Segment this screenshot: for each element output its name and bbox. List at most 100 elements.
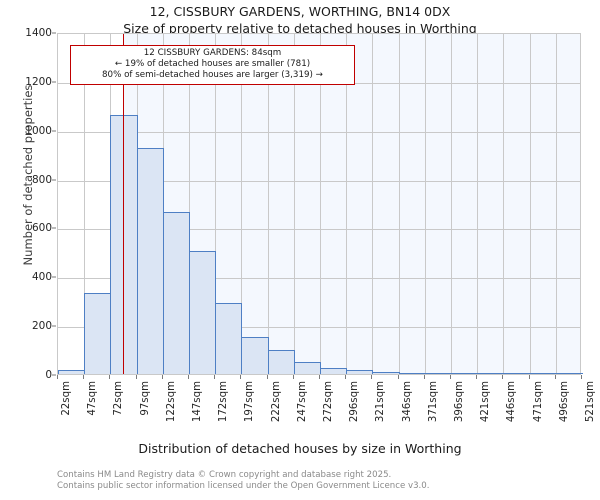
x-axis-tick-label: 371sqm [427,381,439,423]
x-axis-tick-mark [135,375,137,379]
y-axis-tick-label: 800 [31,173,52,186]
gridline-vertical [320,34,321,374]
x-axis-tick-label: 22sqm [61,381,72,416]
histogram-bar [267,349,295,374]
y-axis-tick-label: 0 [45,369,52,381]
y-axis-tick-mark [52,179,56,181]
attribution-footer: Contains HM Land Registry data © Crown c… [57,470,597,491]
annotation-line-2: ← 19% of detached houses are smaller (78… [114,59,311,69]
x-axis-tick-label: 296sqm [349,381,361,423]
x-axis-tick-mark [319,375,320,379]
x-axis-tick-mark [502,375,504,379]
gridline-vertical [215,34,216,374]
x-axis-tick-mark [397,375,399,379]
x-axis-tick-mark [161,375,163,379]
x-axis-tick-label: 496sqm [558,381,570,423]
x-axis-title: Distribution of detached houses by size … [138,441,462,456]
gridline-horizontal [58,327,580,329]
x-axis-tick-label: 122sqm [165,381,177,423]
property-marker-line [122,34,125,374]
gridline-horizontal [58,278,580,280]
y-axis-tick-label: 600 [31,222,52,235]
x-axis-tick-mark [266,375,268,379]
y-axis-tick-mark [52,325,56,327]
histogram-bar [451,373,479,374]
y-axis-tick-mark [52,130,56,132]
gridline-vertical [294,34,295,374]
x-axis-tick-label: 147sqm [192,381,203,423]
x-axis-tick-label: 272sqm [323,381,334,423]
gridline-horizontal [58,229,580,231]
x-axis-tick-label: 172sqm [218,381,230,423]
x-axis-tick-mark [371,375,373,379]
x-axis-tick-mark [450,375,451,379]
x-axis-tick-label: 471sqm [532,381,544,423]
histogram-bar [84,293,112,374]
x-axis-tick-label: 222sqm [270,381,282,423]
histogram-bar [555,373,584,374]
histogram-bar [503,373,531,374]
x-axis-tick-mark [423,375,425,379]
title-block: 12, CISSBURY GARDENS, WORTHING, BN14 0DX… [0,4,600,37]
x-axis-tick-mark [109,375,111,379]
histogram-bar [372,371,400,374]
x-axis-tick-mark [345,375,347,379]
x-axis-tick-mark [581,375,582,379]
gridline-vertical [477,34,478,374]
histogram-bar [398,373,426,374]
plot-area: 12 CISSBURY GARDENS: 84sqm ← 19% of deta… [57,33,584,375]
histogram-bar [189,250,217,374]
x-axis-tick-mark [292,375,294,379]
x-axis-tick-mark [554,375,556,379]
histogram-bar [136,148,164,374]
y-axis-tick-label: 1200 [25,75,52,88]
x-axis-tick-label: 521sqm [585,381,596,423]
x-axis-tick-label: 72sqm [113,381,125,416]
y-axis-tick-mark [52,227,56,229]
histogram-bar [58,370,86,374]
gridline-vertical [425,34,426,374]
gridline-vertical [189,34,190,374]
x-axis-tick-label: 97sqm [139,381,151,416]
x-axis-tick-mark [83,375,85,379]
histogram-bar [241,337,269,374]
gridline-vertical [241,34,242,374]
annotation-line-1: 12 CISSBURY GARDENS: 84sqm [143,48,282,58]
footer-line-2: Contains public sector information licen… [57,480,430,491]
gridline-vertical [372,34,373,374]
y-axis-tick-label: 1400 [25,27,52,39]
gridline-horizontal [58,180,580,182]
histogram-bar [215,303,243,374]
x-axis-tick-label: 396sqm [454,381,465,423]
footer-line-1: Contains HM Land Registry data © Crown c… [57,470,392,480]
x-axis-tick-label: 446sqm [506,381,518,423]
y-axis-tick-label: 1000 [25,124,52,137]
x-axis-tick-mark [214,375,216,379]
gridline-vertical [399,34,400,374]
gridline-vertical [84,34,85,374]
y-axis-tick-mark [52,374,56,376]
histogram-bar [320,367,348,374]
page-title: 12, CISSBURY GARDENS, WORTHING, BN14 0DX [149,4,451,19]
y-axis-tick-mark [52,32,56,34]
x-axis-tick-label: 47sqm [87,381,99,416]
x-axis-tick-label: 346sqm [401,381,413,423]
gridline-vertical [451,34,452,374]
annotation-line-3: 80% of semi-detached houses are larger (… [102,70,323,80]
property-annotation-box: 12 CISSBURY GARDENS: 84sqm ← 19% of deta… [70,45,355,85]
histogram-bars [58,34,584,374]
x-axis-tick-mark [240,375,242,379]
histogram-bar [162,211,190,374]
histogram-bar [346,369,374,374]
y-axis-title: Number of detached properties [21,84,35,266]
gridline-vertical [530,34,531,374]
x-axis-tick-mark [188,375,189,379]
x-axis-tick-label: 247sqm [296,381,308,423]
histogram-bar [477,373,505,374]
gridline-vertical [556,34,557,374]
y-axis: 0 200 400 600 800 1000 1200 1400 [0,27,56,381]
x-axis-tick-mark [57,375,58,379]
x-axis-tick-label: 321sqm [375,381,387,423]
y-axis-tick-label: 400 [31,271,52,284]
y-axis-tick-mark [52,81,56,83]
